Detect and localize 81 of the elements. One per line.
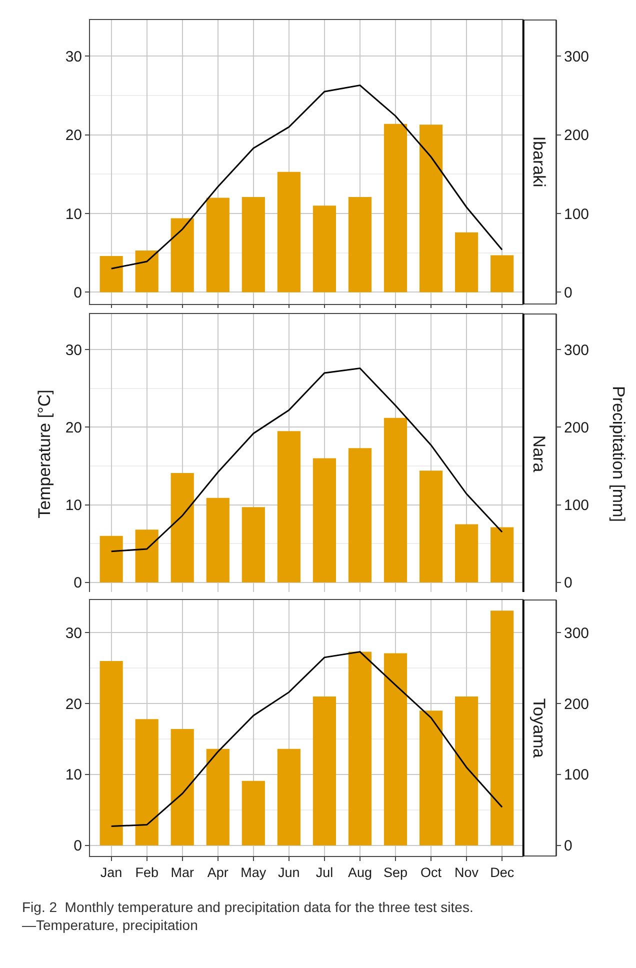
x-tick-label: Mar <box>170 865 194 880</box>
y2-tick-label: 200 <box>564 127 590 144</box>
x-tick-label: Feb <box>135 865 158 880</box>
bar <box>490 527 514 582</box>
y-tick-label: 20 <box>65 127 82 144</box>
x-tick-label: Nov <box>454 865 479 880</box>
bar <box>135 530 158 582</box>
y-tick-label: 30 <box>65 342 82 359</box>
y2-tick-label: 300 <box>564 342 590 359</box>
bar <box>206 198 230 292</box>
line-series <box>110 84 503 270</box>
bar <box>135 719 158 846</box>
y-tick-label: 30 <box>65 624 82 642</box>
x-tick-label: Jul <box>316 865 334 880</box>
y2-axis-title: Precipitation [mm] <box>609 386 628 522</box>
x-tick-label: Dec <box>490 865 514 880</box>
bar <box>490 255 514 292</box>
y2-tick-label: 100 <box>564 206 590 223</box>
bar <box>242 780 265 846</box>
bar <box>100 660 123 846</box>
y2-tick-label: 200 <box>564 419 590 436</box>
y2-tick-label: 0 <box>564 284 572 302</box>
y-tick-label: 20 <box>65 696 82 713</box>
y2-tick-label: 0 <box>564 574 572 592</box>
bar <box>170 473 194 582</box>
y2-tick-label: 200 <box>564 696 590 713</box>
y-tick-label: 10 <box>65 206 82 223</box>
bar <box>135 250 158 292</box>
x-tick-label: Sep <box>383 865 408 880</box>
y2-tick-label: 300 <box>564 48 590 66</box>
bar <box>277 172 300 292</box>
y2-tick-label: 100 <box>564 497 590 514</box>
y-tick-label: 10 <box>65 497 82 514</box>
y-tick-label: 10 <box>65 766 82 784</box>
bar <box>384 124 408 292</box>
y-tick-label: 0 <box>74 284 82 302</box>
bar <box>312 206 336 292</box>
y-tick-label: 30 <box>65 48 82 66</box>
x-tick-label: May <box>240 865 266 880</box>
bar <box>170 729 194 846</box>
bar <box>206 498 230 582</box>
text: Nara <box>530 435 549 473</box>
bar <box>312 458 336 582</box>
y-tick-label: 0 <box>74 838 82 855</box>
bar <box>348 197 372 292</box>
bar <box>312 696 336 846</box>
bar <box>419 710 443 846</box>
text: Ibaraki <box>530 136 549 188</box>
bar <box>170 218 194 292</box>
bar <box>490 610 514 846</box>
bar <box>242 507 265 582</box>
y2-tick-label: 100 <box>564 766 590 784</box>
y2-tick-label: 0 <box>564 838 572 855</box>
y-tick-label: 20 <box>65 419 82 436</box>
bar <box>419 124 443 292</box>
bar <box>455 232 478 292</box>
x-tick-label: Jun <box>278 865 300 880</box>
bar <box>384 653 408 846</box>
x-tick-label: Aug <box>348 865 372 880</box>
bar <box>384 418 408 582</box>
bar <box>455 696 478 846</box>
bar <box>348 448 372 582</box>
line-series <box>110 651 503 827</box>
bar <box>100 536 123 582</box>
bar <box>277 748 300 846</box>
bar <box>206 748 230 846</box>
text: Toyama <box>530 698 549 758</box>
x-tick-label: Oct <box>420 865 442 880</box>
bar <box>277 431 300 582</box>
bar <box>348 652 372 846</box>
y2-tick-label: 300 <box>564 624 590 642</box>
bar <box>419 470 443 582</box>
line-series <box>110 368 503 552</box>
x-tick-label: Apr <box>207 865 229 880</box>
y-axis-title: Temperature [°C] <box>34 390 54 518</box>
caption: Fig. 2 Monthly temperature and precipitation data for the three test sites. —Temperature, precipitation <box>22 899 474 934</box>
x-tick-label: Jan <box>100 865 122 880</box>
bar <box>100 256 123 292</box>
y-tick-label: 0 <box>74 574 82 592</box>
bar <box>242 197 265 292</box>
bar <box>455 524 478 582</box>
